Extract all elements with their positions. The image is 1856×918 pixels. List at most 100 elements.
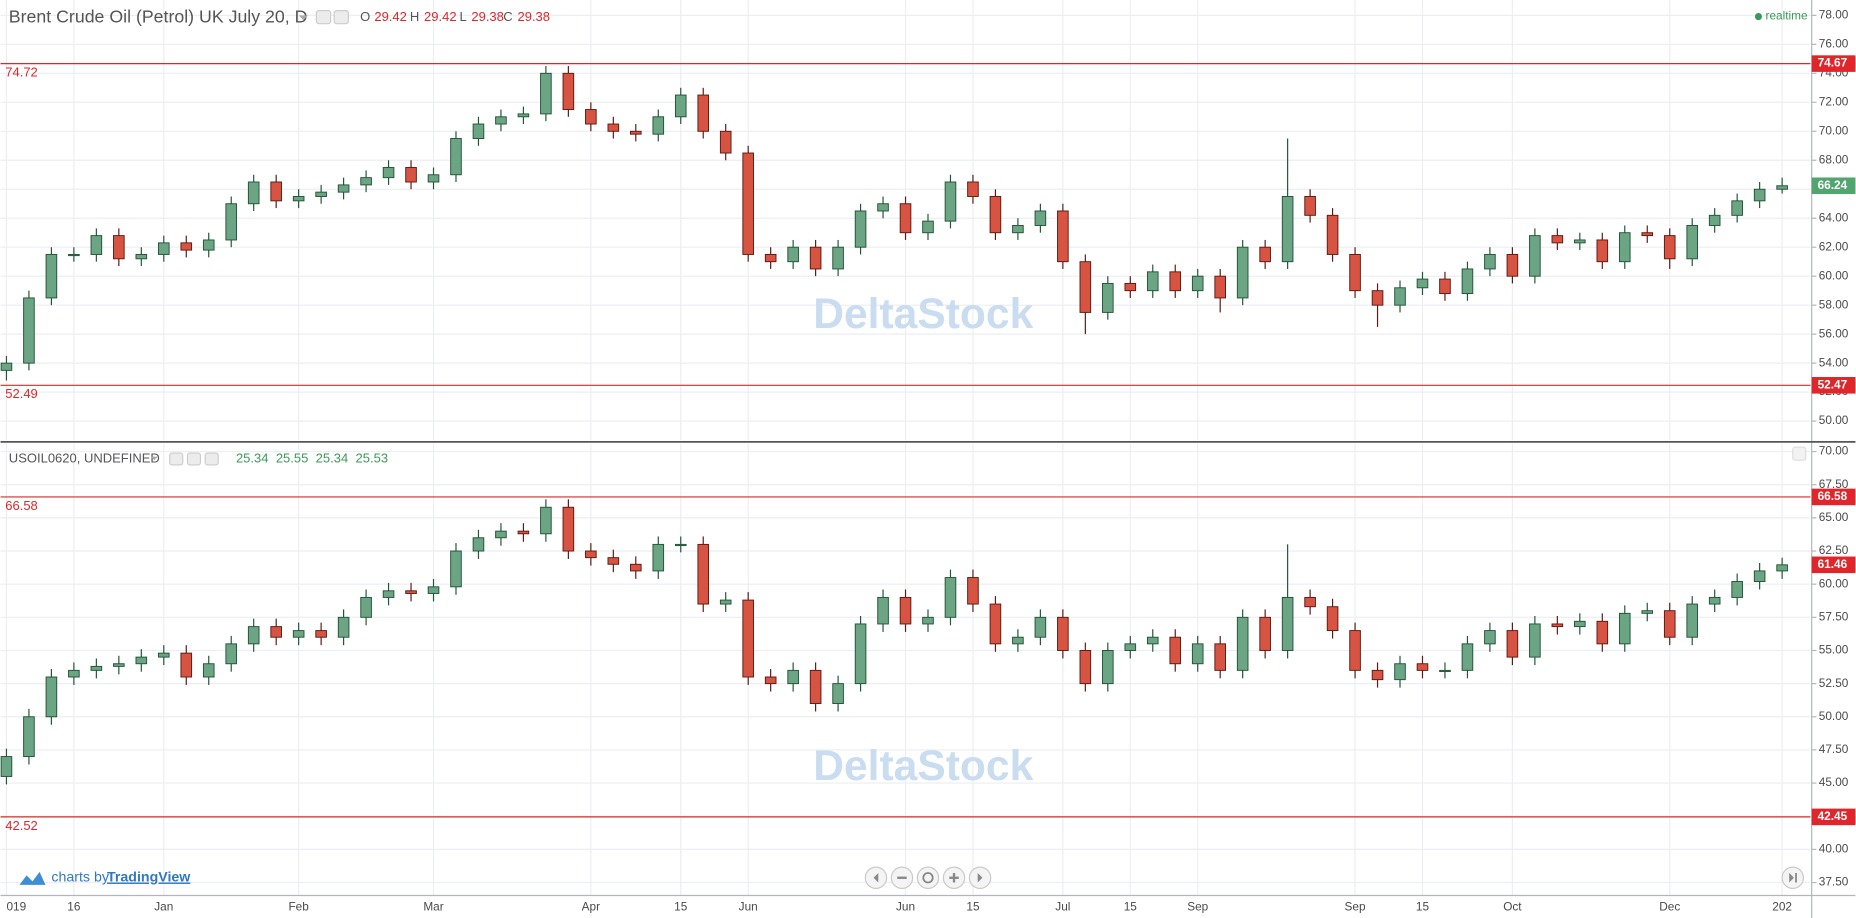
candle-body (832, 246, 844, 270)
candle-body (23, 716, 35, 758)
y-tick-label: 68.00 (1819, 152, 1849, 166)
y-tick-label: 70.00 (1819, 123, 1849, 137)
candle-body (1461, 643, 1474, 671)
candle-body (1416, 278, 1429, 289)
y-tick-label: 45.00 (1819, 775, 1849, 789)
y-tick-label: 67.50 (1819, 477, 1849, 491)
candle-body (540, 72, 552, 115)
x-tick-label: 15 (674, 899, 688, 913)
candle-body (1753, 188, 1766, 202)
hide-button[interactable] (186, 452, 202, 466)
candle-body (405, 167, 417, 183)
candle-body (135, 656, 148, 665)
dropdown-icon[interactable] (298, 15, 309, 21)
candle-body (270, 181, 282, 202)
x-tick-label: 15 (1416, 899, 1430, 913)
ohlc-value: 29.38 (518, 9, 551, 24)
candle-body (0, 362, 13, 371)
arrow-end-bar (1795, 873, 1797, 883)
candle-body (1124, 643, 1137, 651)
pane-maximize[interactable] (1792, 446, 1807, 461)
hide-button[interactable] (333, 10, 349, 25)
x-tick-label: Sep (1345, 899, 1366, 913)
last-price-label: 66.24 (1818, 178, 1848, 192)
x-tick-label: 15 (1124, 899, 1138, 913)
y-tick-label: 55.00 (1819, 643, 1849, 657)
minus-icon (897, 876, 907, 879)
y-tick-label: 58.00 (1819, 297, 1849, 311)
candle-body (450, 550, 462, 588)
candle-body (1686, 603, 1699, 638)
y-tick-label: 70.00 (1819, 444, 1849, 458)
candle-body (809, 246, 822, 270)
candle-body (427, 586, 440, 594)
compare-title: USOIL0620, UNDEFINED (9, 450, 160, 465)
mark-layer (0, 66, 1788, 785)
settings-button[interactable] (169, 452, 184, 466)
y-tick-label: 50.00 (1819, 709, 1849, 723)
y-tick-label: 47.50 (1819, 742, 1849, 756)
candle-body (1574, 620, 1586, 628)
candle-body (1079, 650, 1092, 685)
candle-body (1618, 612, 1631, 645)
reset-button[interactable] (916, 866, 940, 890)
realtime-status: realtime (1766, 9, 1808, 23)
x-tick-label: Apr (582, 899, 600, 913)
candle-body (1259, 246, 1271, 263)
grid-layer: DeltaStock DeltaStock (0, 0, 1811, 896)
arrow-left-icon (873, 873, 879, 883)
candle-body (1551, 235, 1564, 244)
reset-icon (922, 872, 934, 884)
candle-body (1304, 596, 1316, 608)
candle-body (1012, 636, 1024, 645)
candle-body (1394, 663, 1406, 681)
ohlc-value: 25.55 (276, 450, 309, 465)
candle-body (1146, 636, 1159, 645)
candle-body (1394, 287, 1406, 306)
candle-body (1326, 606, 1339, 632)
candle-body (1484, 630, 1496, 645)
candle-body (1281, 596, 1294, 651)
x-tick-label: Mar (423, 899, 443, 913)
settings-button[interactable] (315, 10, 332, 25)
main-title: Brent Crude Oil (Petrol) UK July 20, D (9, 6, 308, 26)
candle-body (922, 616, 934, 625)
level-left-label: 42.52 (5, 818, 38, 833)
candle-body (1169, 271, 1182, 292)
candle-body (1663, 235, 1676, 260)
candle-body (180, 242, 193, 251)
x-tick-label: Jun (739, 899, 758, 913)
candle-body (764, 676, 777, 685)
candle-body (854, 210, 867, 248)
ohlc-value: 29.38 (471, 9, 504, 24)
ohlc-label: O (360, 9, 370, 24)
candle-body (877, 596, 889, 625)
x-tick-label: Oct (1503, 899, 1522, 913)
candle-body (764, 253, 777, 263)
remove-button[interactable] (204, 452, 219, 466)
candle-body (697, 543, 710, 605)
dropdown-icon[interactable] (150, 456, 158, 461)
candle-body (967, 181, 979, 197)
candle-body (270, 626, 282, 638)
candle-body (1304, 196, 1316, 216)
candle-body (472, 123, 485, 140)
y-tick-label: 65.00 (1819, 510, 1849, 524)
candle-body (292, 630, 305, 638)
candle-body (832, 683, 844, 704)
candle-body (1641, 610, 1654, 614)
x-tick-label: Feb (288, 899, 309, 913)
candle-body (607, 123, 620, 132)
candle-body (989, 603, 1002, 645)
candle-body (787, 246, 799, 263)
branding-link[interactable]: TradingView (107, 870, 191, 886)
candle-body (360, 177, 372, 186)
x-tick-label: Dec (1659, 899, 1680, 913)
candle-body (674, 94, 687, 118)
candle-body (405, 590, 417, 594)
candle-body (899, 203, 912, 234)
x-tick-label: Sep (1187, 899, 1208, 913)
candle-body (1416, 663, 1429, 671)
